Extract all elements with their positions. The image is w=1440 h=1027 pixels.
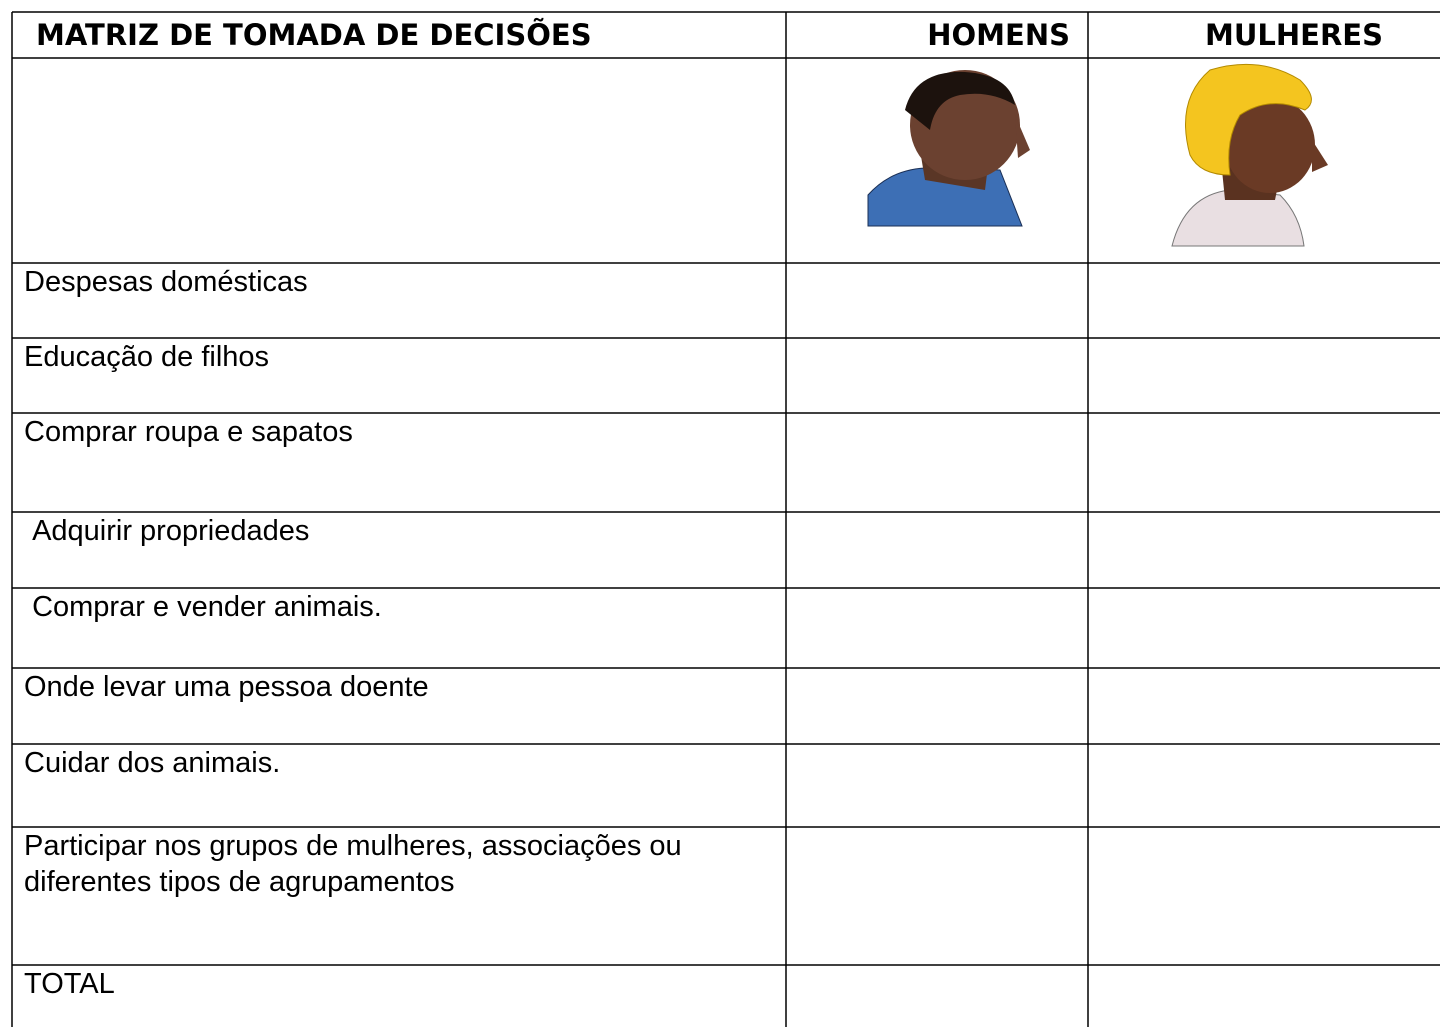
row-label: Comprar roupa e sapatos bbox=[24, 416, 353, 448]
woman-illustration bbox=[1171, 63, 1328, 247]
row-label: Adquirir propriedades bbox=[24, 515, 310, 547]
column-header: HOMENS bbox=[927, 18, 1070, 52]
grid-lines bbox=[11, 11, 1440, 1027]
man-illustration bbox=[867, 70, 1030, 227]
row-label: Comprar e vender animais. bbox=[24, 591, 382, 623]
row-label: Despesas domésticas bbox=[24, 266, 308, 298]
row-label: Educação de filhos bbox=[24, 341, 270, 373]
column-header: MULHERES bbox=[1205, 18, 1383, 52]
row-label: Onde levar uma pessoa doente bbox=[24, 671, 429, 703]
row-label: Participar nos grupos de mulheres, assoc… bbox=[24, 830, 690, 898]
row-label: Cuidar dos animais. bbox=[24, 747, 281, 779]
row-label: TOTAL bbox=[24, 968, 115, 1000]
table-title: MATRIZ DE TOMADA DE DECISÕES bbox=[36, 18, 592, 52]
